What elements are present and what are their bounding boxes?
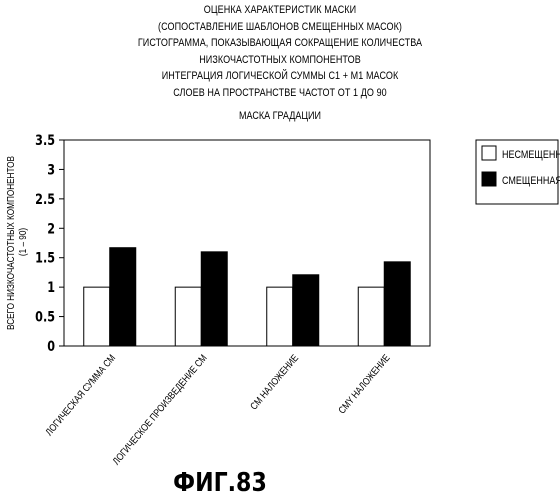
bar-shifted <box>201 252 227 346</box>
bar-shifted <box>110 248 136 346</box>
y-tick-label: 3.5 <box>35 132 55 149</box>
x-category-label: ЛОГИЧЕСКАЯ СУММА CM <box>43 352 117 437</box>
bar-shifted <box>293 275 319 346</box>
legend-label: НЕСМЕЩЕННАЯ <box>502 149 560 161</box>
x-category-label: CM НАЛОЖЕНИЕ <box>248 352 300 411</box>
y-tick-label: 1.5 <box>35 249 55 266</box>
bar-unshifted <box>358 287 384 346</box>
x-category-label: CMY НАЛОЖЕНИЕ <box>336 352 392 415</box>
legend-swatch <box>482 172 496 186</box>
bar-unshifted <box>267 287 293 346</box>
bar-shifted <box>384 262 410 346</box>
x-category-label: ЛОГИЧЕСКОЕ ПРОИЗВЕДЕНИЕ CM <box>110 352 208 466</box>
y-tick-label: 1 <box>47 279 55 296</box>
legend-label: СМЕЩЕННАЯ <box>502 175 560 187</box>
bar-unshifted <box>175 287 201 346</box>
y-tick-label: 2 <box>47 220 55 237</box>
y-tick-label: 2.5 <box>35 191 55 208</box>
y-axis-label: ВСЕГО НИЗКОЧАСТОТНЫХ КОМПОНЕНТОВ <box>5 156 16 330</box>
y-tick-label: 0 <box>47 338 55 355</box>
figure-label: ФИГ.83 <box>33 468 407 498</box>
y-tick-label: 3 <box>47 161 55 178</box>
y-tick-label: 0.5 <box>35 308 55 325</box>
y-axis-label: (1 – 90) <box>17 228 28 256</box>
bar-unshifted <box>84 287 110 346</box>
legend-swatch <box>482 146 496 160</box>
